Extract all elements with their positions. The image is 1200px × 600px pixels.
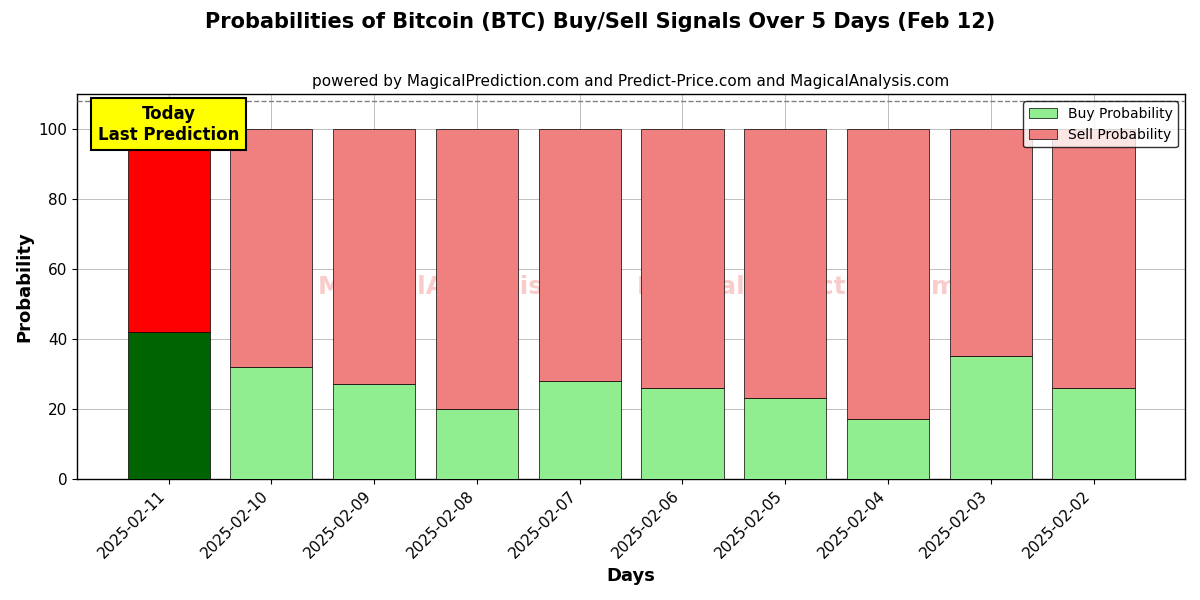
Bar — [744, 398, 827, 479]
Bar — [436, 129, 518, 409]
Bar — [539, 129, 620, 381]
Text: MagicalAnalysis.com: MagicalAnalysis.com — [318, 275, 612, 299]
Bar — [230, 129, 312, 367]
Bar — [1052, 388, 1135, 479]
Legend: Buy Probability, Sell Probability: Buy Probability, Sell Probability — [1024, 101, 1178, 148]
Bar — [641, 388, 724, 479]
Title: powered by MagicalPrediction.com and Predict-Price.com and MagicalAnalysis.com: powered by MagicalPrediction.com and Pre… — [312, 74, 949, 89]
Bar — [949, 129, 1032, 356]
Bar — [127, 129, 210, 332]
Bar — [847, 419, 929, 479]
Bar — [539, 381, 620, 479]
Text: Probabilities of Bitcoin (BTC) Buy/Sell Signals Over 5 Days (Feb 12): Probabilities of Bitcoin (BTC) Buy/Sell … — [205, 12, 995, 32]
Bar — [744, 129, 827, 398]
Y-axis label: Probability: Probability — [14, 231, 32, 342]
Bar — [334, 129, 415, 385]
Bar — [641, 129, 724, 388]
Bar — [949, 356, 1032, 479]
Bar — [847, 129, 929, 419]
Bar — [230, 367, 312, 479]
Text: Today
Last Prediction: Today Last Prediction — [98, 105, 239, 143]
Bar — [436, 409, 518, 479]
Bar — [334, 385, 415, 479]
X-axis label: Days: Days — [607, 567, 655, 585]
Bar — [127, 332, 210, 479]
Bar — [1052, 129, 1135, 388]
Text: MagicalPrediction.com: MagicalPrediction.com — [637, 275, 958, 299]
